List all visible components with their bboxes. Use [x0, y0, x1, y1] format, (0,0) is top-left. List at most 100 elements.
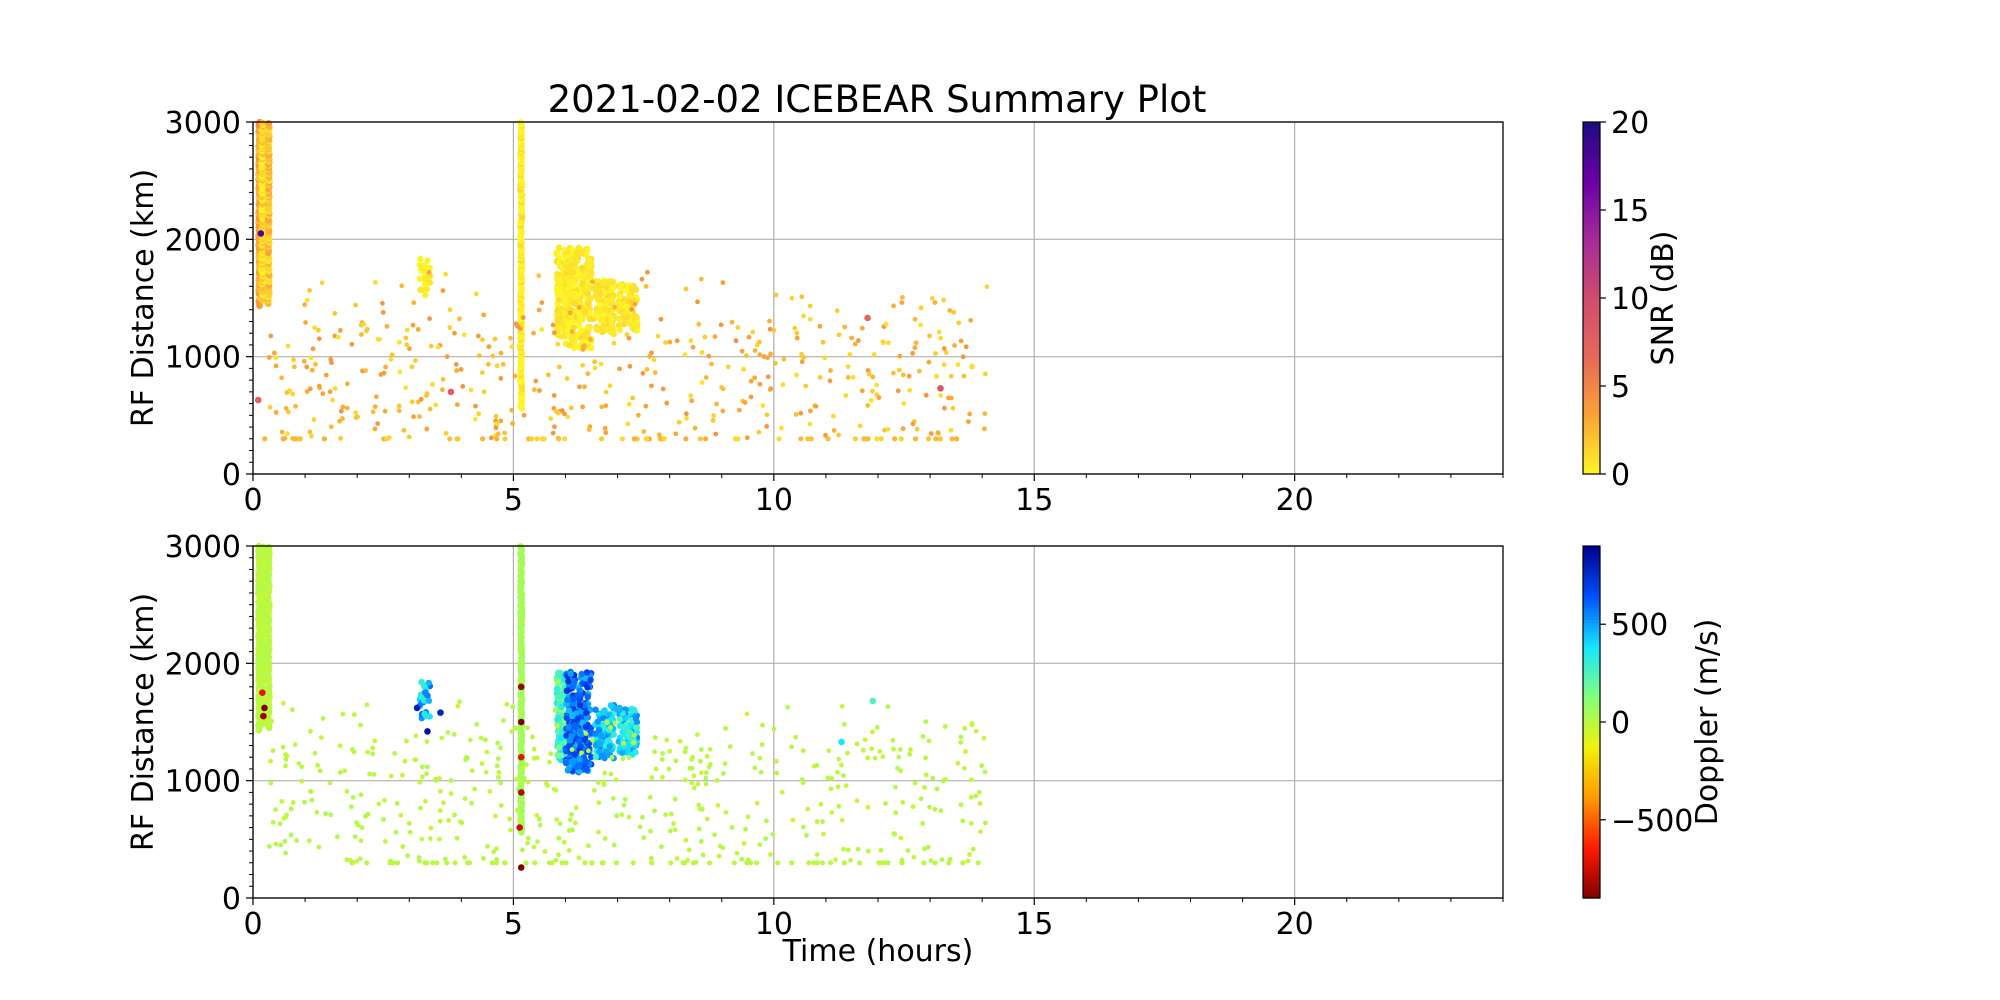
colorbar-segment [1583, 168, 1600, 173]
data-point [864, 314, 871, 322]
colorbar-segment [1583, 254, 1600, 258]
data-point [714, 401, 719, 407]
data-point [437, 709, 444, 716]
data-point [843, 393, 849, 398]
data-point [764, 424, 770, 429]
data-point [695, 781, 701, 787]
y-tick-label: 2000 [165, 223, 241, 258]
data-point [883, 801, 888, 806]
data-point [416, 275, 424, 283]
data-point [820, 339, 826, 345]
data-point [771, 726, 777, 732]
data-point [460, 384, 466, 389]
data-point [574, 691, 582, 699]
data-point [961, 765, 967, 771]
data-point [681, 860, 688, 866]
data-point [901, 401, 907, 406]
colorbar-segment [1583, 371, 1600, 375]
colorbar-segment [1583, 854, 1600, 858]
data-point [504, 701, 510, 707]
data-point [967, 851, 972, 857]
data-point [828, 860, 834, 866]
data-point [507, 335, 513, 341]
data-point [907, 387, 913, 393]
data-point [455, 703, 461, 709]
data-point [556, 835, 562, 841]
data-point [868, 397, 874, 403]
data-point [426, 264, 433, 271]
data-point [923, 719, 929, 724]
data-point [440, 800, 446, 806]
colorbar-tick-label: −500 [1611, 804, 1693, 839]
data-point [918, 322, 923, 328]
colorbar-segment [1583, 713, 1600, 717]
data-point [754, 800, 760, 806]
colorbar-segment [1583, 218, 1600, 223]
data-point [912, 316, 918, 322]
data-point [688, 393, 694, 399]
data-point [353, 410, 359, 416]
colorbar-segment [1583, 780, 1600, 785]
data-point [495, 740, 501, 746]
data-point [358, 332, 364, 337]
data-point [273, 409, 279, 415]
data-point [652, 735, 658, 740]
colorbar-segment [1583, 874, 1600, 879]
data-point [683, 745, 689, 751]
colorbar-segment [1583, 171, 1600, 176]
data-point [866, 848, 871, 854]
colorbar-segment [1583, 438, 1600, 443]
colorbar-segment [1583, 804, 1600, 808]
data-point [340, 416, 345, 421]
colorbar-segment [1583, 468, 1600, 472]
data-point [388, 357, 394, 362]
data-point [502, 436, 508, 442]
data-point [570, 757, 577, 764]
data-point [598, 316, 606, 324]
data-point [948, 373, 954, 379]
data-point [469, 768, 475, 774]
data-point [422, 689, 429, 696]
data-point [491, 849, 497, 855]
data-point [624, 313, 631, 321]
data-point [773, 758, 779, 764]
data-point [498, 780, 504, 786]
data-point [933, 436, 939, 442]
data-point [616, 715, 624, 723]
data-point [767, 318, 772, 324]
data-point [921, 860, 927, 866]
colorbar-segment [1583, 625, 1600, 629]
colorbar-segment [1583, 689, 1600, 694]
data-point [548, 751, 554, 757]
data-point [495, 774, 501, 780]
data-point [737, 407, 742, 413]
data-point [571, 679, 578, 686]
data-point [757, 352, 763, 358]
data-point [926, 359, 932, 365]
colorbar-label: SNR (dB) [1646, 231, 1681, 366]
data-point [598, 436, 605, 442]
data-point [830, 413, 836, 419]
data-point [930, 775, 936, 781]
data-point [599, 860, 605, 866]
data-point [801, 313, 806, 319]
data-point [510, 704, 516, 710]
colorbar-segment [1583, 336, 1600, 340]
data-point [922, 846, 927, 852]
colorbar-segment [1583, 871, 1600, 876]
colorbar-segment [1583, 648, 1600, 653]
data-point [461, 332, 467, 338]
data-point [555, 244, 563, 252]
data-point [599, 709, 607, 716]
data-point [349, 746, 355, 752]
colorbar-segment [1583, 654, 1600, 659]
data-point [954, 436, 960, 442]
colorbar-segment [1583, 453, 1600, 457]
colorbar-segment [1583, 265, 1600, 270]
data-point [389, 352, 395, 358]
data-point [448, 791, 454, 796]
data-point [287, 388, 293, 394]
data-point [443, 430, 449, 436]
data-point [279, 798, 285, 804]
colorbar-segment [1583, 572, 1600, 576]
